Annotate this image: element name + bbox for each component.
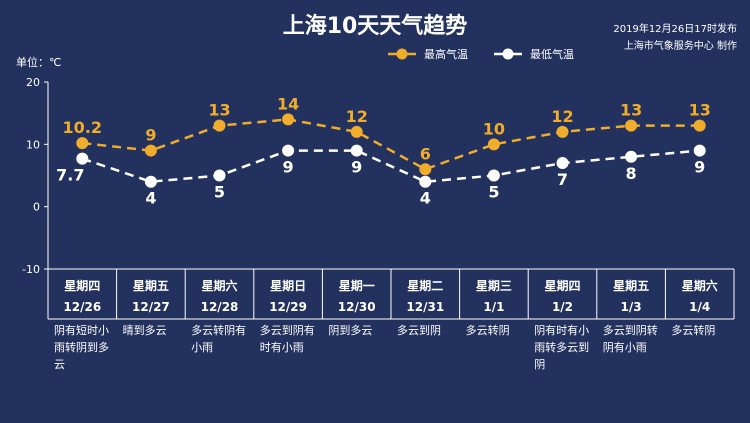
high-temp-label: 13 xyxy=(689,101,711,120)
low-temp-point xyxy=(693,144,706,157)
x-tick-label-weekday: 星期日 xyxy=(270,278,306,293)
x-tick-label-weekday: 星期二 xyxy=(407,278,443,293)
y-tick-label: 20 xyxy=(26,76,40,89)
x-tick-label-date: 12/29 xyxy=(269,300,307,314)
high-temp-point xyxy=(350,125,363,138)
condition-text: 阴有时有小雨转多云到阴 xyxy=(534,324,590,371)
low-temp-label: 9 xyxy=(694,158,705,177)
data-labels: 10.2 9 13 14 12 6 10 12 13 13 7.7 4 5 9 9 4 5 7 8 9 xyxy=(56,94,711,207)
low-temp-point xyxy=(282,144,295,157)
low-temp-line xyxy=(81,149,700,184)
legend-high-marker xyxy=(396,48,408,60)
high-temp-point xyxy=(144,144,157,157)
high-temp-label: 13 xyxy=(208,101,230,120)
x-tick-label-weekday: 星期三 xyxy=(476,278,512,293)
high-temp-point xyxy=(419,163,432,176)
low-temp-point xyxy=(76,152,89,165)
low-temp-point xyxy=(487,169,500,182)
high-temp-label: 12 xyxy=(551,107,573,126)
low-temp-label: 7.7 xyxy=(56,166,84,185)
x-tick-label-date: 12/27 xyxy=(132,300,170,314)
high-temp-point xyxy=(693,119,706,132)
x-tick-label-weekday: 星期四 xyxy=(64,278,100,293)
low-temp-point xyxy=(213,169,226,182)
x-tick-label-weekday: 星期六 xyxy=(201,278,237,293)
y-tick-label: -10 xyxy=(22,263,40,276)
x-tick-label-date: 12/26 xyxy=(63,300,101,314)
high-temp-label: 10.2 xyxy=(63,118,102,137)
publisher: 上海市气象服务中心 制作 xyxy=(624,39,737,52)
x-tick-label-weekday: 星期五 xyxy=(613,278,649,293)
low-temp-label: 5 xyxy=(488,183,499,202)
legend-low-marker xyxy=(502,48,514,60)
legend-low-label: 最低气温 xyxy=(530,47,574,61)
high-temp-label: 14 xyxy=(277,94,299,113)
low-temp-point xyxy=(419,175,432,188)
condition-text: 多云转阴有小雨 xyxy=(191,324,247,354)
low-temp-point xyxy=(625,150,638,163)
publish-time: 2019年12月26日17时发布 xyxy=(613,22,737,35)
high-temp-label: 9 xyxy=(145,126,156,145)
x-tick-label-date: 1/1 xyxy=(483,300,504,314)
x-tick-label-date: 12/31 xyxy=(406,300,444,314)
high-temp-label: 6 xyxy=(420,144,431,163)
high-temp-point xyxy=(282,113,295,126)
low-temp-label: 8 xyxy=(626,164,637,183)
low-temp-label: 9 xyxy=(351,158,362,177)
high-temp-point xyxy=(76,137,89,150)
low-temp-point xyxy=(350,144,363,157)
x-tick-label-weekday: 星期五 xyxy=(133,278,169,293)
x-tick-label-date: 12/30 xyxy=(338,300,376,314)
x-tick-label-weekday: 星期四 xyxy=(544,278,580,293)
unit-label: 单位：℃ xyxy=(16,55,61,69)
low-temp-label: 4 xyxy=(145,189,156,208)
low-temp-label: 5 xyxy=(214,183,225,202)
x-tick-label-weekday: 星期一 xyxy=(339,278,375,293)
low-temp-point xyxy=(144,175,157,188)
axes: 20 10 0 -10 xyxy=(22,76,735,320)
x-tick-label-date: 1/3 xyxy=(621,300,642,314)
high-temp-point xyxy=(556,125,569,138)
condition-text: 多云到阴 xyxy=(397,324,441,337)
low-temp-label: 7 xyxy=(557,170,568,189)
high-temp-line xyxy=(82,118,700,171)
x-labels: 星期四 12/26 星期五 12/27 星期六 12/28 星期日 12/29 星期一 12/30… xyxy=(63,278,717,314)
high-temp-label: 13 xyxy=(620,101,642,120)
x-tick-label-date: 1/4 xyxy=(689,300,710,314)
legend-high-label: 最高气温 xyxy=(424,47,468,61)
chart-title: 上海10天天气趋势 xyxy=(283,13,468,39)
series-markers xyxy=(76,113,706,188)
low-temp-label: 9 xyxy=(283,158,294,177)
condition-text: 阴到多云 xyxy=(328,324,373,337)
high-temp-point xyxy=(487,138,500,151)
high-temp-label: 10 xyxy=(483,119,505,138)
low-temp-point xyxy=(556,157,569,170)
low-temp-label: 4 xyxy=(420,189,431,208)
y-tick-label: 0 xyxy=(33,201,40,214)
high-temp-point xyxy=(213,119,226,132)
x-tick-label-date: 1/2 xyxy=(552,300,573,314)
x-tick-label-weekday: 星期六 xyxy=(682,278,718,293)
series-lines xyxy=(81,118,700,184)
condition-text: 多云到阴有时有小雨 xyxy=(259,324,315,354)
high-temp-point xyxy=(625,119,638,132)
condition-text: 阴有短时小雨转阴到多云 xyxy=(54,324,109,371)
legend: 最高气温 最低气温 xyxy=(388,47,574,61)
x-tick-label-date: 12/28 xyxy=(201,300,239,314)
condition-text: 多云转阴 xyxy=(465,324,510,337)
condition-text: 晴到多云 xyxy=(122,324,167,337)
condition-text: 多云到阴转阴有小雨 xyxy=(602,324,658,354)
condition-text: 多云转阴 xyxy=(671,324,716,337)
high-temp-label: 12 xyxy=(346,107,368,126)
y-tick-label: 10 xyxy=(26,138,40,151)
